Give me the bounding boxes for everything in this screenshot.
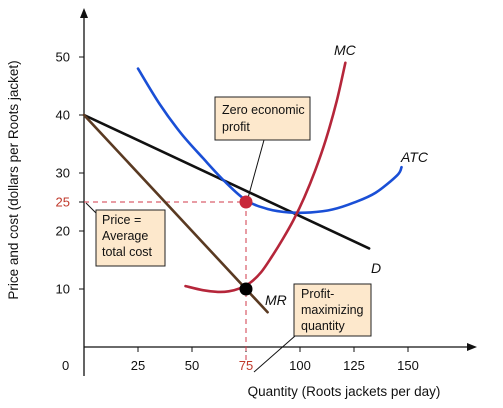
- annotation-line: Average: [102, 229, 148, 243]
- y-tick-label: 40: [56, 108, 70, 123]
- origin-label: 0: [62, 358, 69, 373]
- tick-labels: 25 50 75 100 125 150 10 20 25 30 40 50: [56, 50, 419, 374]
- x-tick-label: 100: [289, 358, 311, 373]
- annotation-line: total cost: [102, 245, 153, 259]
- annotation-line: profit: [222, 120, 250, 134]
- curve-mc: [184, 61, 347, 294]
- x-tick-label: 125: [343, 358, 365, 373]
- y-tick-label: 25: [56, 195, 70, 210]
- y-tick-label: 30: [56, 166, 70, 181]
- x-tick-label: 50: [185, 358, 199, 373]
- profit-max-leader: [253, 335, 296, 373]
- y-tick-label: 50: [56, 50, 70, 65]
- x-tick-label: 25: [131, 358, 145, 373]
- x-tick-label: 75: [239, 358, 253, 373]
- x-axis-label: Quantity (Roots jackets per day): [248, 384, 441, 399]
- curve-atc: [136, 67, 403, 215]
- curves: [82, 61, 403, 314]
- annotation-line: Zero economic: [222, 103, 305, 117]
- mr-mc-point: [239, 282, 253, 296]
- annotation-line: maximizing: [301, 303, 364, 317]
- highlight-points: [239, 195, 253, 296]
- annotation-zero-profit: Zero economic profit: [214, 96, 311, 141]
- annotation-profit-max: Profit- maximizing quantity: [293, 283, 372, 337]
- y-tick-label: 20: [56, 224, 70, 239]
- curve-label-mr: MR: [265, 292, 287, 308]
- y-axis-arrow: [80, 8, 88, 18]
- axes: [80, 8, 477, 376]
- annotation-line: Profit-: [301, 287, 334, 301]
- y-axis-label: Price and cost (dollars per Roots jacket…: [6, 60, 21, 299]
- annotation-line: quantity: [301, 319, 346, 333]
- curve-label-mc: MC: [334, 42, 357, 58]
- equilibrium-point: [239, 195, 253, 209]
- curve-label-atc: ATC: [400, 149, 429, 165]
- y-tick-label: 10: [56, 282, 70, 297]
- annotation-price-atc: Price = Average total cost: [95, 209, 166, 267]
- x-axis-arrow: [467, 343, 477, 351]
- annotation-line: Price =: [102, 213, 141, 227]
- zero-profit-leader: [247, 139, 265, 199]
- x-tick-label: 150: [397, 358, 419, 373]
- curve-mr: [82, 113, 269, 314]
- curve-label-d: D: [371, 260, 381, 276]
